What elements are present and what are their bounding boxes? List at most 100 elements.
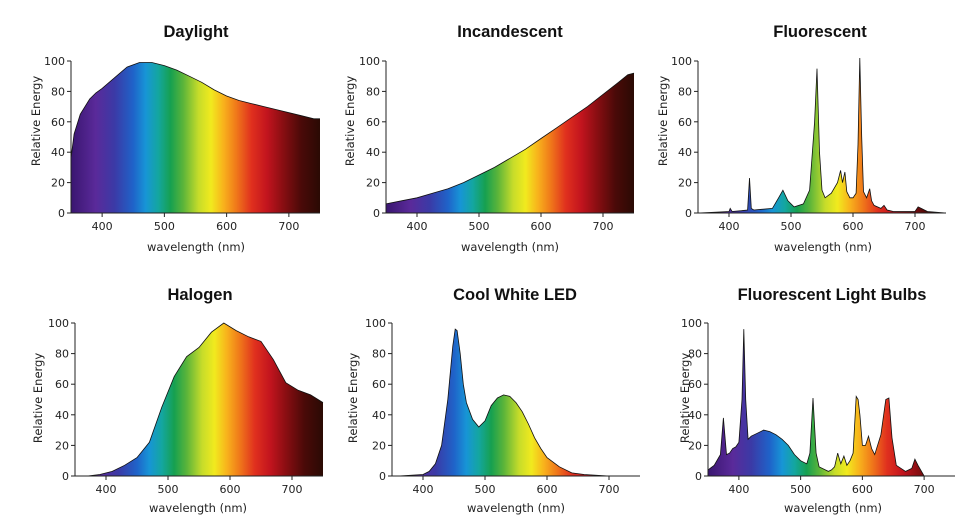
y-tick-label: 20 bbox=[366, 177, 380, 190]
y-tick-label: 60 bbox=[366, 116, 380, 129]
chart-title: Cool White LED bbox=[453, 286, 577, 304]
spectrum-line bbox=[87, 322, 324, 477]
x-tick-label: 500 bbox=[158, 483, 179, 496]
y-tick-label: 40 bbox=[51, 146, 65, 159]
x-tick-label: 600 bbox=[852, 483, 873, 496]
y-tick-label: 80 bbox=[366, 85, 380, 98]
y-tick-label: 40 bbox=[372, 409, 386, 422]
chart-title: Halogen bbox=[167, 286, 232, 304]
y-tick-label: 100 bbox=[365, 317, 386, 330]
x-tick-label: 600 bbox=[531, 220, 552, 233]
y-tick-label: 100 bbox=[359, 55, 380, 68]
x-tick-label: 500 bbox=[154, 220, 175, 233]
plot-area: 0 20 40 60 80 100 400 500 600 700 bbox=[359, 55, 635, 233]
y-axis-label: Relative Energy bbox=[343, 76, 357, 166]
spectrum-line bbox=[707, 329, 925, 477]
spectrum-line bbox=[70, 62, 320, 159]
y-tick-label: 0 bbox=[373, 207, 380, 220]
y-axis-label: Relative Energy bbox=[656, 76, 670, 166]
chart-title: Incandescent bbox=[457, 23, 563, 41]
panel-fluorescent: Fluorescent Relative Energy wavelength (… bbox=[656, 23, 947, 254]
x-axis-label: wavelength (nm) bbox=[784, 501, 882, 515]
y-tick-label: 20 bbox=[372, 439, 386, 452]
x-tick-label: 700 bbox=[593, 220, 614, 233]
x-tick-label: 700 bbox=[905, 220, 926, 233]
y-axis-label: Relative Energy bbox=[346, 353, 360, 443]
panel-fluorescent-light-bulbs: Fluorescent Light Bulbs Relative Energy … bbox=[678, 286, 955, 515]
y-axis-label: Relative Energy bbox=[29, 76, 43, 166]
x-tick-label: 400 bbox=[92, 220, 113, 233]
plot-area: 0 20 40 60 80 100 400 500 600 700 bbox=[44, 55, 320, 233]
x-tick-label: 700 bbox=[914, 483, 935, 496]
y-tick-label: 20 bbox=[55, 439, 69, 452]
y-axis-label: Relative Energy bbox=[31, 353, 45, 443]
y-axis-label: Relative Energy bbox=[678, 353, 692, 443]
spectrum-line bbox=[697, 57, 947, 214]
y-tick-label: 80 bbox=[688, 348, 702, 361]
x-axis-label: wavelength (nm) bbox=[774, 240, 872, 254]
y-tick-label: 60 bbox=[688, 378, 702, 391]
panel-cool-white-led: Cool White LED Relative Energy wavelengt… bbox=[346, 286, 640, 515]
y-tick-label: 60 bbox=[678, 116, 692, 129]
y-tick-label: 80 bbox=[51, 85, 65, 98]
y-tick-label: 0 bbox=[695, 470, 702, 483]
x-tick-label: 400 bbox=[407, 220, 428, 233]
x-tick-label: 600 bbox=[216, 220, 237, 233]
y-tick-label: 40 bbox=[678, 146, 692, 159]
y-tick-label: 100 bbox=[44, 55, 65, 68]
plot-area: 0 20 40 60 80 100 400 500 600 700 bbox=[681, 317, 955, 496]
x-tick-label: 400 bbox=[719, 220, 740, 233]
x-tick-label: 700 bbox=[599, 483, 620, 496]
plot-area: 0 20 40 60 80 100 400 500 600 700 bbox=[48, 317, 324, 496]
y-tick-label: 20 bbox=[51, 177, 65, 190]
plot-area: 0 20 40 60 80 100 400 500 600 700 bbox=[671, 55, 947, 233]
y-tick-label: 40 bbox=[366, 146, 380, 159]
y-tick-label: 20 bbox=[688, 439, 702, 452]
x-tick-label: 400 bbox=[96, 483, 117, 496]
chart-title: Fluorescent Light Bulbs bbox=[738, 286, 927, 304]
y-tick-label: 0 bbox=[58, 207, 65, 220]
x-tick-label: 700 bbox=[278, 220, 299, 233]
y-tick-label: 0 bbox=[379, 470, 386, 483]
x-tick-label: 500 bbox=[790, 483, 811, 496]
spectrum-area bbox=[87, 323, 324, 476]
spectrum-line bbox=[398, 328, 640, 477]
y-tick-label: 60 bbox=[372, 378, 386, 391]
y-tick-label: 0 bbox=[685, 207, 692, 220]
x-axis-label: wavelength (nm) bbox=[149, 501, 247, 515]
chart-title: Fluorescent bbox=[773, 23, 867, 41]
spectrum-area bbox=[708, 329, 925, 476]
x-tick-label: 700 bbox=[282, 483, 303, 496]
x-tick-label: 500 bbox=[475, 483, 496, 496]
panel-incandescent: Incandescent Relative Energy wavelength … bbox=[343, 23, 635, 254]
chart-title: Daylight bbox=[163, 23, 229, 41]
y-tick-label: 20 bbox=[678, 177, 692, 190]
spectrum-area bbox=[398, 329, 640, 476]
spectrum-area bbox=[71, 62, 320, 213]
x-axis-label: wavelength (nm) bbox=[461, 240, 559, 254]
x-tick-label: 600 bbox=[843, 220, 864, 233]
y-tick-label: 80 bbox=[55, 348, 69, 361]
x-tick-label: 400 bbox=[413, 483, 434, 496]
y-tick-label: 100 bbox=[681, 317, 702, 330]
x-axis-label: wavelength (nm) bbox=[147, 240, 245, 254]
spectrum-area bbox=[386, 73, 634, 213]
y-tick-label: 100 bbox=[671, 55, 692, 68]
y-tick-label: 80 bbox=[678, 85, 692, 98]
panel-daylight: Daylight Relative Energy wavelength (nm)… bbox=[29, 23, 320, 254]
y-tick-label: 40 bbox=[688, 409, 702, 422]
x-tick-label: 600 bbox=[537, 483, 558, 496]
y-tick-label: 60 bbox=[51, 116, 65, 129]
x-axis-label: wavelength (nm) bbox=[467, 501, 565, 515]
x-tick-label: 400 bbox=[728, 483, 749, 496]
plot-area: 0 20 40 60 80 100 400 500 600 700 bbox=[365, 317, 640, 496]
x-tick-label: 500 bbox=[469, 220, 490, 233]
x-tick-label: 600 bbox=[220, 483, 241, 496]
y-tick-label: 0 bbox=[62, 470, 69, 483]
y-tick-label: 100 bbox=[48, 317, 69, 330]
x-tick-label: 500 bbox=[781, 220, 802, 233]
y-tick-label: 60 bbox=[55, 378, 69, 391]
y-tick-label: 80 bbox=[372, 348, 386, 361]
panel-halogen: Halogen Relative Energy wavelength (nm) … bbox=[31, 286, 324, 515]
